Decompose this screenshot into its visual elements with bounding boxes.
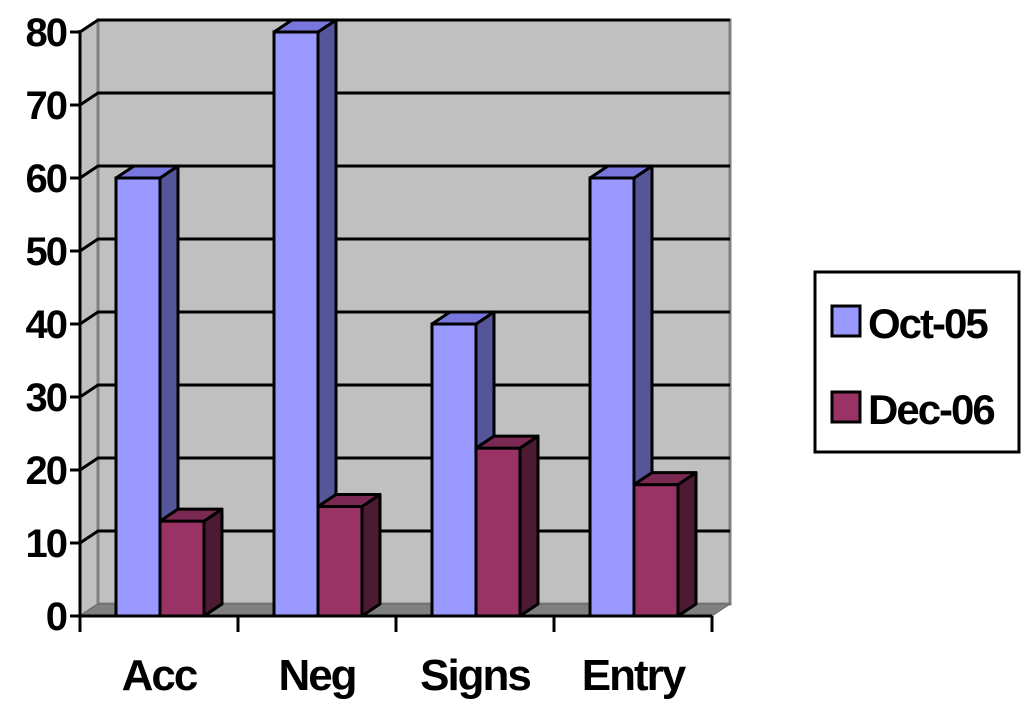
y-tick-label: 60 [26,157,67,201]
bar-top [430,310,496,326]
gridline [79,310,730,326]
legend-swatch [830,390,862,424]
legend-swatch [830,304,862,338]
gridline [79,237,730,253]
legend: Oct-05 Dec-06 [813,270,1021,454]
y-tick-label: 50 [26,230,67,274]
gridline [79,383,730,399]
bar [158,507,224,618]
bar [316,493,382,618]
y-tick-label: 40 [26,303,67,347]
y-tick-label: 10 [26,522,67,566]
bar-front [588,176,636,618]
bars [114,18,698,618]
gridlines [79,18,730,545]
bar-side [202,507,224,618]
category-label: Signs [420,651,530,700]
bar-front [272,30,320,618]
y-tick-label: 0 [46,595,67,639]
category-label: Entry [582,651,687,700]
bar-side [518,434,540,618]
bar-top [272,18,338,34]
bar-front [474,446,522,618]
bar-front [430,322,478,618]
bar-top [316,493,382,508]
legend-label: Oct-05 [868,300,988,347]
y-tick-label: 70 [26,84,67,128]
bar-top [474,434,540,450]
bar [632,471,698,618]
bar-front [632,483,680,618]
bar-side [360,493,382,618]
gridline [79,18,730,34]
bar [272,18,338,618]
category-label: Neg [278,651,355,700]
category-labels: Acc Neg Signs Entry [122,651,689,700]
bar [474,434,540,618]
bar-top [114,164,180,180]
y-tick-label: 30 [26,376,67,420]
y-tick-label: 80 [26,11,67,55]
category-label: Acc [122,651,198,700]
axes [70,30,714,632]
bar-front [158,519,206,618]
y-tick-label: 20 [26,449,67,493]
bar-top [632,471,698,487]
bar-front [114,176,162,618]
gridline [79,91,730,107]
bar-front [316,505,364,618]
bar-side [676,471,698,618]
gridline [79,164,730,180]
bar-top [158,507,224,523]
y-tick-labels: 0 10 20 30 40 50 60 70 80 [26,11,69,639]
legend-label: Dec-06 [868,386,994,433]
bar-top [588,164,654,180]
